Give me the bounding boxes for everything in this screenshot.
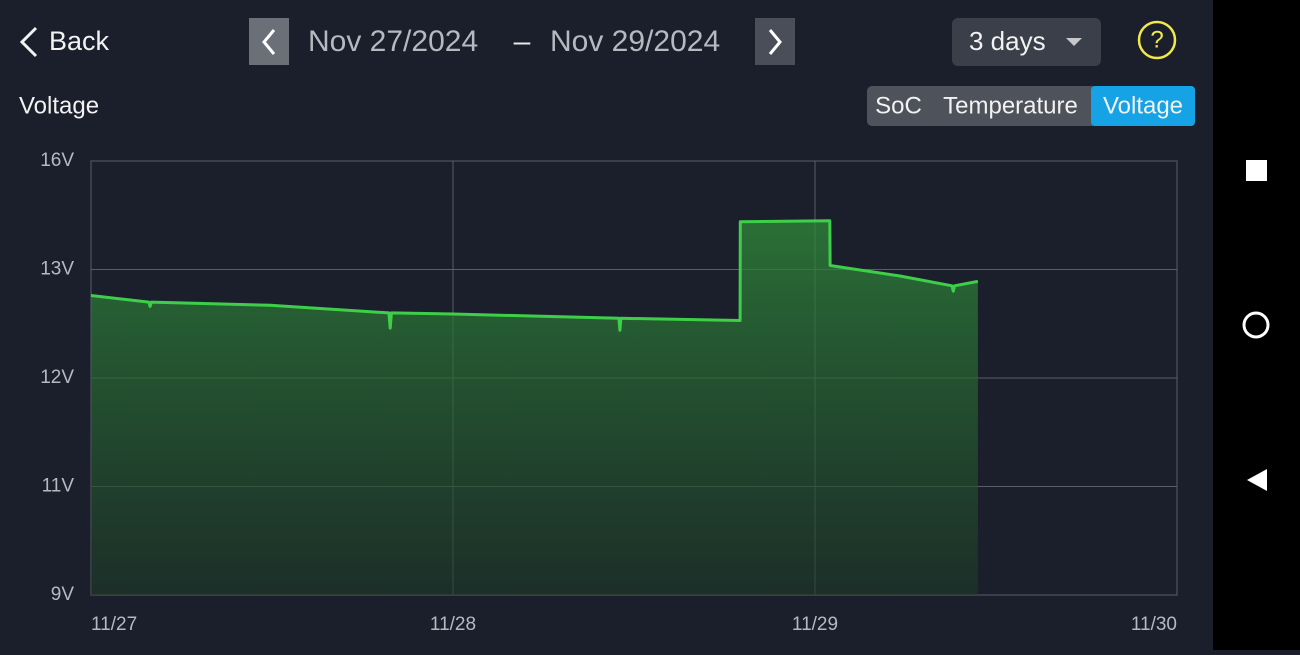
prev-bg — [249, 18, 289, 65]
help-button[interactable]: ? — [1137, 20, 1177, 60]
help-label: ? — [1150, 26, 1163, 53]
range-bg — [952, 18, 1101, 66]
tab-active-bg — [1091, 86, 1195, 126]
prev-button[interactable] — [249, 18, 289, 65]
x-tick-label: 11/28 — [430, 614, 476, 635]
x-tick-label: 11/29 — [792, 614, 838, 635]
section-title: Voltage — [19, 92, 99, 119]
y-tick-label: 13V — [40, 259, 74, 280]
date-separator: – — [514, 25, 531, 58]
back-label: Back — [49, 26, 110, 56]
tab[interactable]: Temperature — [943, 92, 1078, 119]
area-fill — [91, 220, 978, 595]
x-tick-label: 11/30 — [1131, 614, 1177, 635]
home-button[interactable] — [1242, 311, 1270, 339]
back-icon — [19, 26, 38, 58]
nav-bar — [1213, 0, 1300, 650]
range-label: 3 days — [969, 26, 1046, 56]
date-from: Nov 27/2024 — [308, 25, 478, 58]
help-circle — [1137, 20, 1177, 60]
tab-group: SoC Temperature Voltage — [867, 86, 1195, 126]
chart: 9V 11V 12V 13V 16V 11/27 11/28 11/29 11/30 — [40, 150, 1178, 635]
y-tick-label: 9V — [51, 584, 75, 605]
range-caret — [1066, 38, 1082, 46]
tab[interactable]: Voltage — [1103, 92, 1183, 119]
date-to: Nov 29/2024 — [550, 25, 720, 58]
tab[interactable]: SoC — [875, 92, 922, 119]
back-nav-button[interactable] — [1247, 469, 1267, 491]
next-button[interactable] — [755, 18, 795, 65]
y-tick-label: 12V — [40, 367, 74, 388]
y-tick-label: 11V — [42, 476, 75, 497]
back-button[interactable]: Back — [19, 26, 110, 58]
recents-button[interactable] — [1246, 160, 1267, 181]
voltage-line — [90, 219, 979, 332]
x-tick-label: 11/27 — [91, 614, 137, 635]
prev-icon — [262, 29, 276, 55]
next-icon — [768, 29, 782, 55]
next-bg — [755, 18, 795, 65]
y-tick-label: 16V — [40, 150, 74, 171]
range-dropdown[interactable]: 3 days — [952, 18, 1101, 66]
